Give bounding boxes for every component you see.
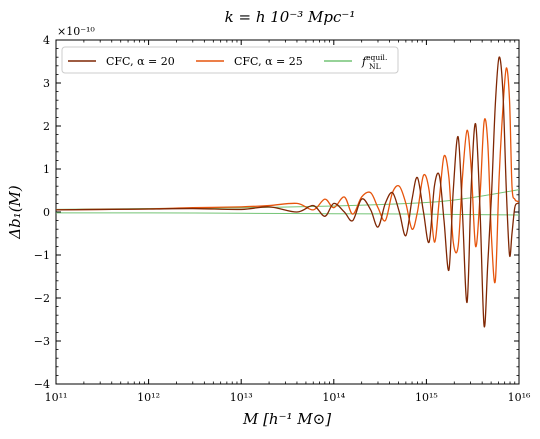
y-tick-label: −1 (34, 249, 50, 262)
legend-entry-cfc-alpha-25-label: CFC, α = 25 (234, 55, 303, 68)
legend-entry-fnl-equil-label: fequil. NL (361, 53, 387, 71)
y-tick-label: 0 (43, 206, 50, 219)
legend-entry-cfc-alpha-20-label: CFC, α = 20 (106, 55, 175, 68)
series-line-cfc-alpha-20 (55, 56, 520, 328)
x-tick-label: 10¹² (137, 391, 160, 404)
y-tick-label: 1 (43, 163, 50, 176)
y-tick-label: 4 (43, 34, 50, 47)
y-tick-label: −2 (34, 292, 50, 305)
x-tick-label: 10¹⁵ (415, 391, 438, 404)
x-tick-label: 10¹⁶ (508, 391, 531, 404)
y-tick-label: −4 (34, 378, 50, 391)
chart-title: k = h 10⁻³ Mpc⁻¹ (225, 8, 356, 26)
plot-area-frame (55, 39, 520, 385)
series-line-cfc-alpha-25 (55, 67, 520, 284)
series-line-fnl-equil-3 (55, 212, 520, 216)
legend-box (61, 46, 399, 74)
x-axis-label: M [h⁻¹ M⊙] (242, 410, 331, 428)
y-tick-label: −3 (34, 335, 50, 348)
x-tick-label: 10¹¹ (45, 391, 68, 404)
x-tick-label: 10¹⁴ (322, 391, 345, 404)
x-tick-label: 10¹³ (230, 391, 253, 404)
y-axis-label: Δb₁(M) (6, 185, 24, 240)
y-scale-factor: ×10⁻¹⁰ (57, 25, 95, 38)
y-tick-label: 3 (43, 77, 50, 90)
y-tick-label: 2 (43, 120, 50, 133)
